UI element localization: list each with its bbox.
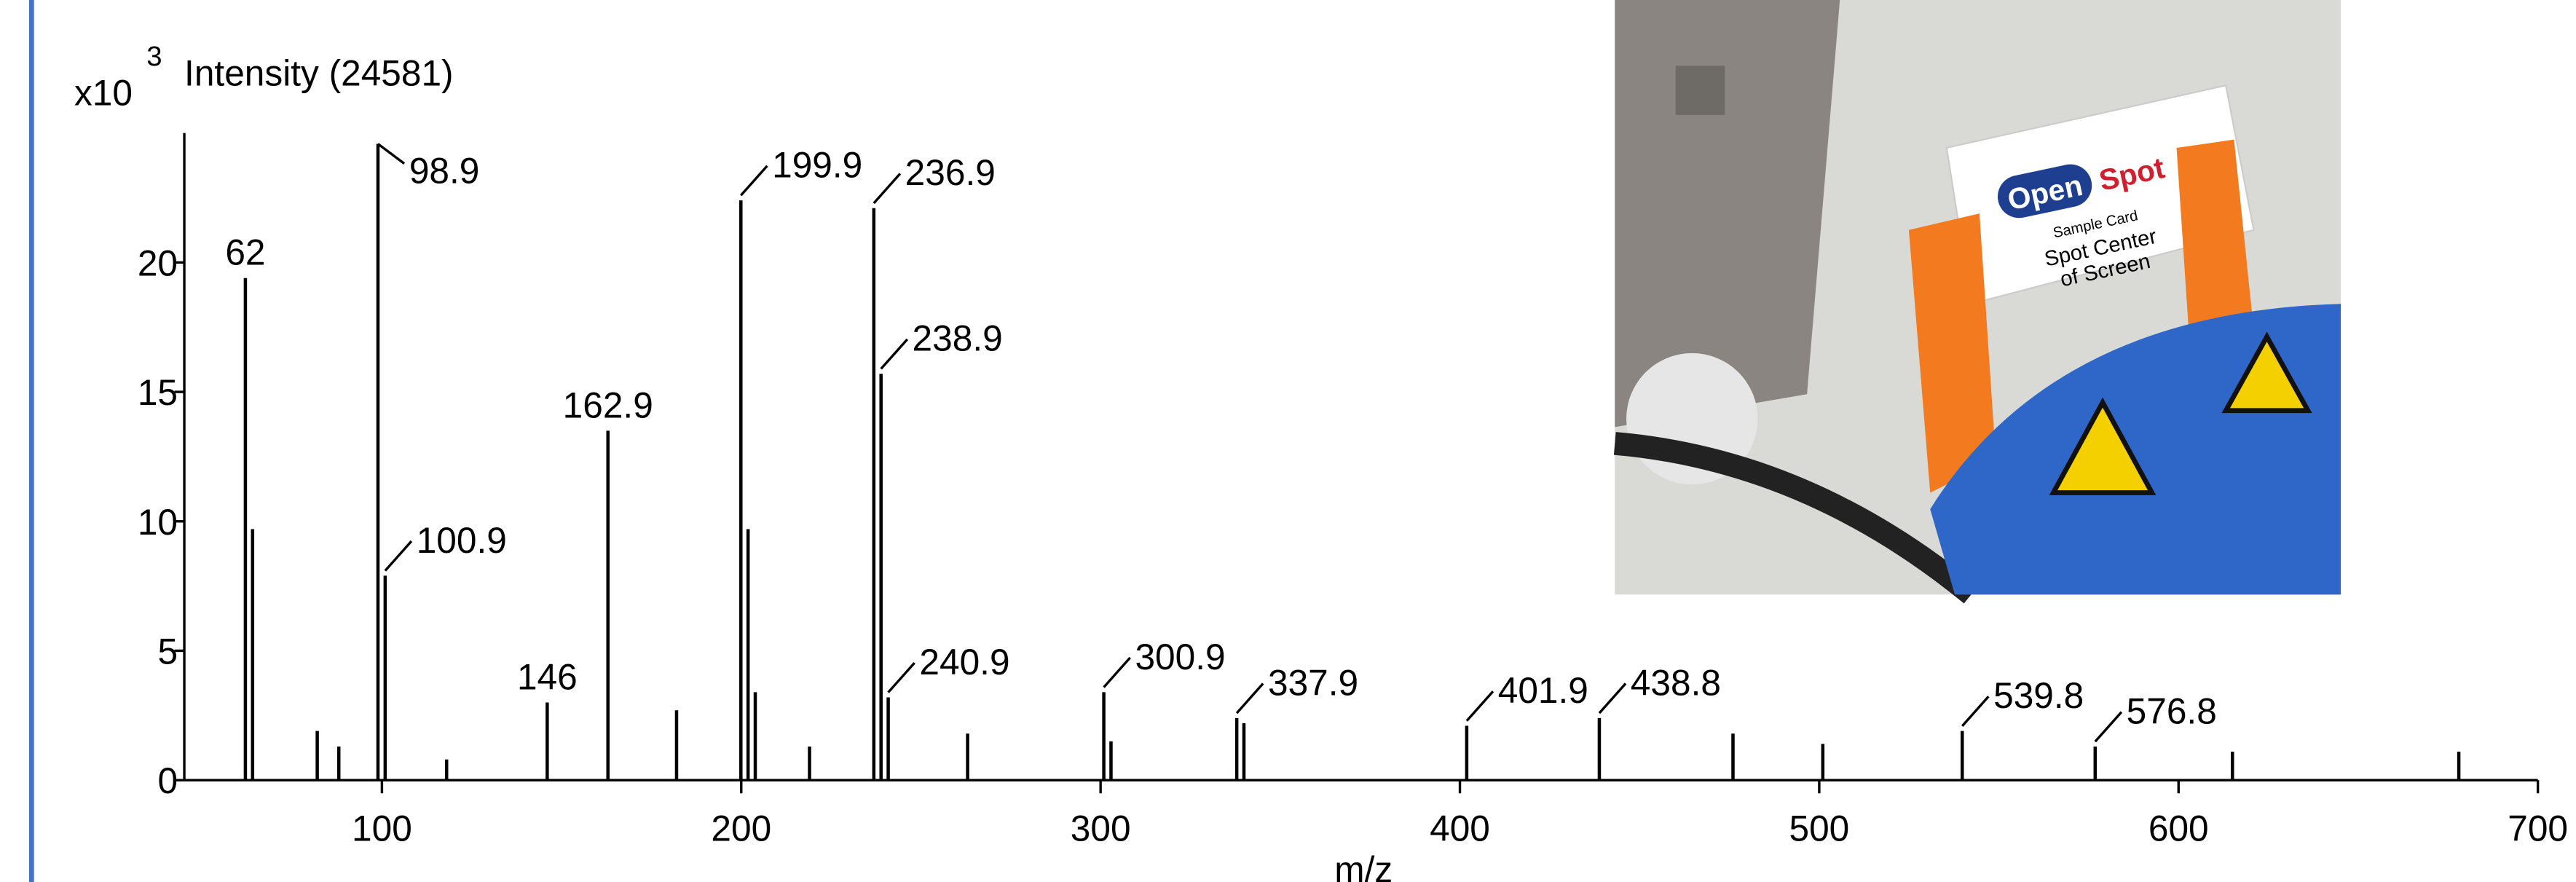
y-axis-label: Intensity (24581): [184, 52, 454, 93]
peak-leader: [887, 661, 915, 693]
photo-warning: [2221, 331, 2312, 414]
peak-label: 539.8: [1993, 675, 2084, 716]
peak-label: 146: [517, 657, 578, 698]
peak-label: 300.9: [1135, 637, 1225, 677]
photo-holder-left: [1908, 213, 1996, 493]
peak-label: 62: [225, 232, 265, 273]
peak-leader: [1235, 682, 1264, 714]
y-tick-label: 15: [138, 372, 178, 413]
peak-label: 199.9: [772, 144, 862, 185]
y-scale-exponent: 3: [146, 41, 162, 72]
photo-heater: [1930, 304, 2341, 595]
y-tick-label: 10: [138, 502, 178, 543]
photo: Open Spot Sample Card Spot Center of Scr…: [1613, 0, 2341, 604]
peak-leader: [880, 338, 909, 370]
y-tick-label: 20: [138, 243, 178, 283]
x-tick-label: 300: [1071, 808, 1131, 849]
y-tick-label: 5: [157, 631, 178, 672]
peak-leader: [2094, 711, 2123, 743]
x-tick-label: 400: [1430, 808, 1490, 849]
peak-leader: [384, 540, 413, 572]
y-tick-label: 0: [157, 760, 178, 801]
peak-leader: [873, 173, 902, 205]
y-scale-label: x10: [74, 72, 133, 113]
peak-leader: [1598, 682, 1627, 714]
peak-label: 438.8: [1631, 662, 1721, 703]
peak-label: 162.9: [563, 385, 653, 425]
x-tick-label: 700: [2508, 808, 2568, 849]
peak-leader: [1961, 696, 1990, 728]
peak-label: 240.9: [919, 642, 1009, 682]
photo-brand-oval: [1997, 164, 2092, 218]
peak-label: 401.9: [1498, 670, 1588, 711]
x-tick-label: 100: [352, 808, 412, 849]
x-tick-label: 200: [711, 808, 771, 849]
peak-label: 238.9: [913, 318, 1003, 359]
x-tick-label: 500: [1789, 808, 1850, 849]
photo-warning: [2049, 397, 2156, 495]
peak-label: 236.9: [905, 152, 996, 193]
peak-leader: [1465, 690, 1494, 722]
photo-bolt: [1675, 66, 1725, 115]
peak-leader: [1103, 656, 1131, 688]
peak-label: 337.9: [1268, 662, 1358, 703]
x-tick-label: 600: [2148, 808, 2209, 849]
peak-label: 98.9: [409, 151, 480, 192]
photo-cable: [1613, 432, 1979, 604]
peak-label: 100.9: [417, 520, 507, 561]
peak-label: 576.8: [2127, 690, 2217, 731]
photo-plate: [1615, 0, 1840, 428]
peak-leader: [377, 143, 406, 165]
x-axis-label: m/z: [1334, 849, 1393, 882]
peak-leader: [740, 165, 768, 197]
